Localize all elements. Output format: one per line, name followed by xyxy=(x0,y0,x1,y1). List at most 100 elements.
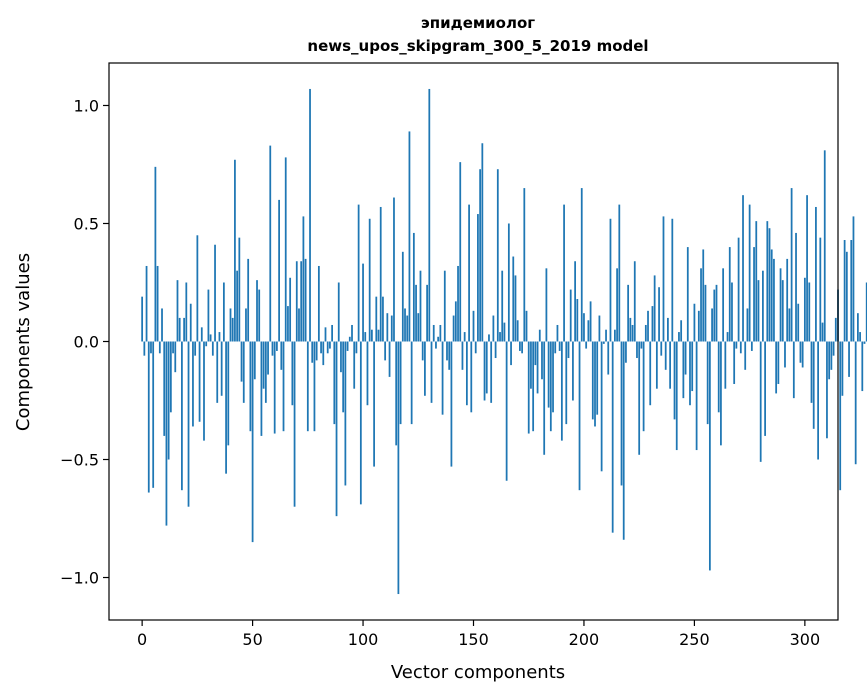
bar xyxy=(421,341,424,361)
bar xyxy=(388,341,391,377)
bar xyxy=(300,261,303,342)
bar xyxy=(245,308,247,342)
bar xyxy=(669,341,671,389)
bar xyxy=(344,341,347,486)
bar xyxy=(644,324,647,342)
bar xyxy=(823,150,826,342)
bar xyxy=(803,277,806,342)
bar xyxy=(675,341,678,451)
bar xyxy=(848,341,850,377)
bar xyxy=(419,270,422,342)
bar xyxy=(558,341,561,351)
bar xyxy=(662,216,665,342)
bar xyxy=(857,313,859,342)
bar xyxy=(865,282,867,342)
bar xyxy=(510,341,512,366)
bar xyxy=(653,275,656,342)
bar xyxy=(726,332,729,342)
bar xyxy=(633,261,636,342)
bar xyxy=(401,251,404,342)
bar xyxy=(530,341,532,389)
bar xyxy=(477,214,479,342)
bar xyxy=(492,315,495,342)
bar xyxy=(150,341,152,354)
bar xyxy=(499,332,501,342)
bar xyxy=(410,341,413,425)
bar xyxy=(461,341,464,370)
bar xyxy=(667,317,669,342)
bar xyxy=(784,341,786,368)
bar xyxy=(258,289,261,342)
bar xyxy=(167,341,170,460)
bar xyxy=(251,341,254,543)
bar xyxy=(298,308,300,342)
bar xyxy=(845,251,848,342)
bar xyxy=(459,162,462,342)
bar xyxy=(673,341,676,420)
bar xyxy=(220,341,223,396)
bar xyxy=(227,341,230,446)
bar xyxy=(289,277,292,342)
bar xyxy=(731,282,733,342)
bar xyxy=(463,332,466,342)
bar xyxy=(830,341,833,370)
bar xyxy=(839,341,842,491)
bar xyxy=(432,324,435,342)
bar xyxy=(684,341,687,375)
bar xyxy=(664,341,667,370)
bar xyxy=(152,341,155,488)
bar xyxy=(850,240,853,342)
bar xyxy=(366,341,369,406)
bar xyxy=(863,341,866,344)
bar xyxy=(541,341,543,380)
chart-title-word: эпидемиолог xyxy=(421,14,535,32)
bar xyxy=(397,341,400,595)
bar xyxy=(412,232,415,342)
bar xyxy=(781,280,784,342)
bar xyxy=(377,329,380,342)
x-tick-label: 200 xyxy=(569,630,600,649)
bar xyxy=(205,341,208,347)
bar xyxy=(234,159,236,342)
bar xyxy=(594,341,596,427)
bar xyxy=(565,341,568,425)
bar xyxy=(501,270,504,342)
bar xyxy=(185,282,188,342)
bar xyxy=(143,341,146,356)
bar xyxy=(828,341,831,380)
bar xyxy=(572,341,574,401)
bar xyxy=(686,247,689,342)
x-tick-label: 50 xyxy=(242,630,262,649)
bar xyxy=(574,261,576,342)
bar xyxy=(187,341,190,507)
bar xyxy=(406,315,409,342)
bar xyxy=(708,341,711,571)
bar xyxy=(386,313,389,342)
bar xyxy=(156,265,159,342)
bar xyxy=(145,265,148,342)
bar xyxy=(775,341,778,394)
bar xyxy=(229,308,232,342)
bar xyxy=(443,270,446,342)
bar xyxy=(340,341,342,373)
bar xyxy=(494,341,497,359)
bar xyxy=(750,341,753,351)
bar xyxy=(532,341,535,432)
bar xyxy=(172,341,174,354)
bar xyxy=(527,341,530,434)
bar xyxy=(560,341,563,441)
bar xyxy=(739,341,742,354)
bar xyxy=(439,324,442,342)
bar xyxy=(399,341,402,425)
bar xyxy=(481,143,484,342)
y-axis-label: Components values xyxy=(13,253,34,431)
bar xyxy=(655,341,658,389)
bar xyxy=(231,317,234,342)
bar xyxy=(702,249,705,342)
bar xyxy=(306,341,309,432)
bar xyxy=(211,341,214,356)
bar xyxy=(371,329,373,342)
bar xyxy=(364,332,367,342)
